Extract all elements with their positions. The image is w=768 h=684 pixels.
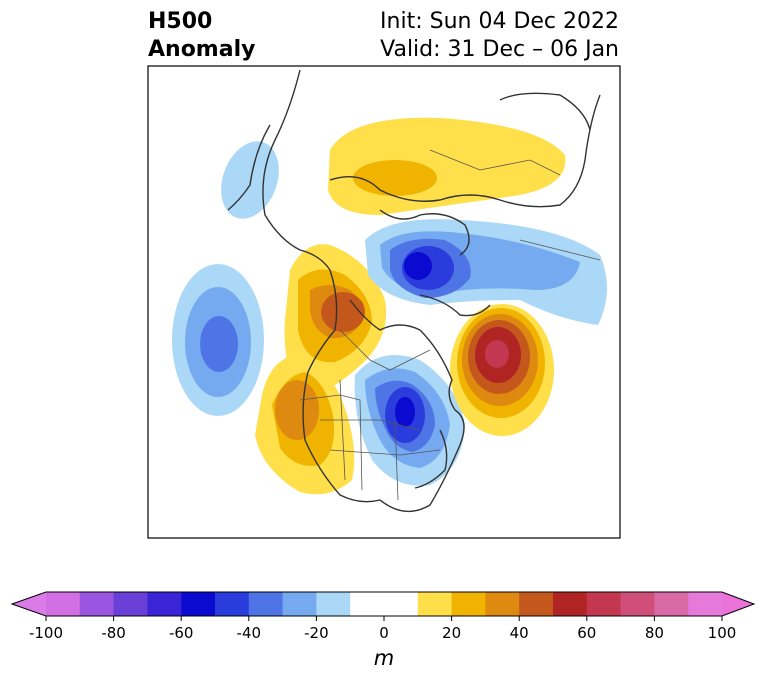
arctic-trough	[365, 219, 608, 325]
colorbar-tick-label: 80	[644, 624, 664, 642]
colorbar-over-arrow	[722, 592, 754, 616]
valid-range: Valid: 31 Dec – 06 Jan	[380, 37, 619, 62]
colorbar-bin	[181, 592, 216, 616]
title-line-1: H500	[148, 9, 213, 34]
colorbar-unit-label: m	[373, 646, 395, 670]
colorbar-bin	[553, 592, 588, 616]
colorbar-tick-label: 0	[379, 624, 389, 642]
colorbar-bin	[350, 592, 419, 616]
title-line-2: Anomaly	[148, 37, 256, 62]
atlantic-ridge	[450, 304, 554, 436]
colorbar-tick-label: 60	[577, 624, 597, 642]
colorbar-tick-label: -100	[28, 624, 64, 642]
colorbar-bin	[113, 592, 148, 616]
colorbar-bin	[586, 592, 622, 616]
colorbar-bin	[620, 592, 655, 616]
init-date: Init: Sun 04 Dec 2022	[380, 9, 619, 34]
colorbar-tick-label: -60	[168, 624, 194, 642]
colorbar-tick-label: -80	[101, 624, 126, 642]
colorbar-bin	[79, 592, 115, 616]
colorbar-bin	[248, 592, 284, 616]
colorbar-tick-label: -20	[304, 624, 329, 642]
colorbar-bin	[485, 592, 520, 616]
western-ridge	[284, 244, 387, 396]
colorbar-bin	[215, 592, 250, 616]
colorbar-tick-label: -40	[236, 624, 262, 642]
anomaly-fields	[172, 69, 608, 513]
date-info: Init: Sun 04 Dec 2022 Valid: 31 Dec – 06…	[380, 8, 619, 64]
colorbar-tick-label: 100	[707, 624, 737, 642]
colorbar-bin	[688, 592, 723, 616]
aleutian-trough	[172, 264, 264, 416]
bering-trough	[221, 141, 279, 219]
colorbar-bin	[147, 592, 182, 616]
borders	[299, 149, 601, 501]
colorbar-tick-label: 20	[442, 624, 462, 642]
colorbar-bin	[654, 592, 689, 616]
colorbar-bin	[46, 592, 81, 616]
colorbar-tick-label: 40	[509, 624, 529, 642]
colorbar-bin	[282, 592, 317, 616]
map-frame	[147, 65, 621, 539]
colorbar-bin	[417, 592, 453, 616]
siberian-ridge	[328, 117, 566, 215]
map-title: H500 Anomaly	[148, 8, 255, 64]
colorbar-bin	[451, 592, 486, 616]
colorbar-bin	[519, 592, 554, 616]
colorbar-bin	[316, 592, 351, 616]
colorbar-under-arrow	[12, 592, 46, 616]
eastern-trough	[354, 355, 465, 486]
coastlines	[227, 69, 601, 513]
